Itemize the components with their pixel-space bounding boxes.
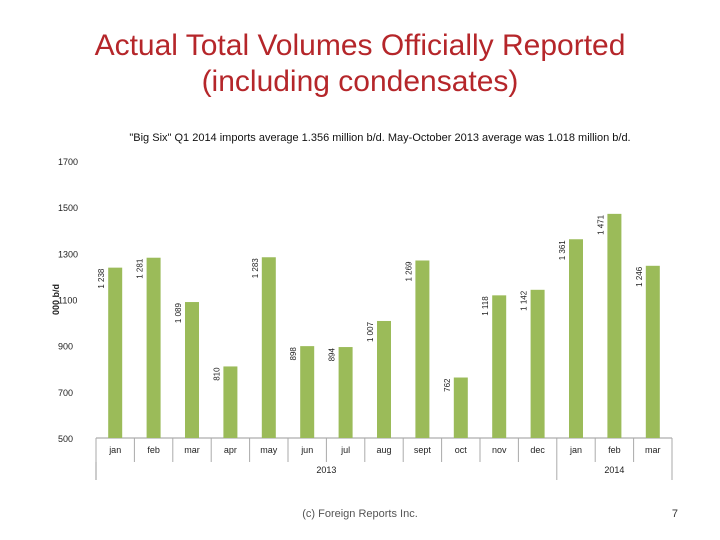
category-label: jun (300, 445, 313, 455)
bar (338, 347, 353, 438)
bar (607, 213, 622, 438)
data-label: 1 471 (596, 214, 605, 235)
y-tick-label: 1300 (58, 249, 78, 259)
category-label: jan (569, 445, 582, 455)
bar (569, 239, 583, 438)
data-label: 810 (212, 367, 221, 381)
y-tick-label: 700 (58, 388, 73, 398)
data-label: 1 118 (481, 296, 490, 316)
category-label: apr (224, 445, 237, 455)
y-tick-label: 1700 (58, 157, 78, 167)
data-label: 1 281 (136, 258, 145, 279)
data-label: 1 361 (558, 240, 567, 261)
bar (530, 289, 545, 438)
bar (377, 320, 391, 438)
y-tick-label: 1500 (58, 203, 78, 213)
bar (108, 267, 123, 438)
bar (300, 346, 315, 438)
data-label: 1 269 (404, 261, 413, 282)
category-label: aug (376, 445, 391, 455)
bar (645, 265, 660, 438)
year-group-label: 2013 (316, 465, 336, 475)
bar (146, 257, 161, 438)
bar (492, 295, 507, 438)
data-label: 898 (289, 347, 298, 361)
page-number: 7 (671, 508, 678, 520)
footer-copyright: (c) Foreign Reports Inc. (302, 508, 418, 520)
category-label: dec (530, 445, 545, 455)
category-label: nov (492, 445, 507, 455)
bar (261, 257, 276, 438)
category-label: oct (455, 445, 468, 455)
category-label: jan (108, 445, 121, 455)
category-label: may (260, 445, 278, 455)
chart-subtitle: "Big Six" Q1 2014 imports average 1.356 … (129, 132, 631, 144)
bar (453, 377, 468, 438)
category-label: jul (340, 445, 350, 455)
category-label: feb (147, 445, 160, 455)
title-line-1: Actual Total Volumes Officially Reported (94, 29, 626, 62)
y-tick-label: 1100 (58, 296, 77, 306)
data-label: 1 238 (97, 268, 106, 289)
data-label: 1 246 (635, 266, 644, 287)
y-tick-label: 500 (58, 434, 73, 444)
slide-title: Actual Total Volumes Officially Reported… (60, 28, 660, 100)
bar (185, 302, 199, 438)
y-tick-label: 900 (58, 342, 73, 352)
y-axis-label: 000 b/d (51, 284, 61, 315)
data-label: 762 (443, 378, 452, 392)
bar (223, 366, 238, 438)
category-label: mar (184, 445, 200, 455)
data-label: 1 007 (366, 321, 375, 342)
year-group-label: 2014 (604, 465, 624, 475)
category-label: mar (645, 445, 661, 455)
data-label: 1 142 (520, 290, 529, 311)
data-label: 894 (328, 348, 337, 362)
category-label: sept (414, 445, 432, 455)
data-label: 1 283 (251, 258, 260, 279)
data-label: 1 089 (174, 303, 183, 324)
bar (415, 260, 430, 438)
category-label: feb (608, 445, 621, 455)
title-line-2: (including condensates) (201, 65, 519, 98)
